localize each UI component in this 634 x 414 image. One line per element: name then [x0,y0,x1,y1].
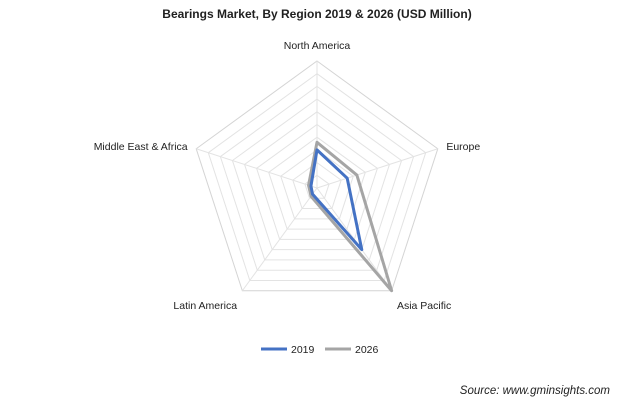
legend-label-2019: 2019 [291,344,315,356]
grid-ring [231,98,403,261]
legend: 2019 2026 [261,344,379,356]
grid-ring [256,123,378,240]
axis-label-asia-pacific: Asia Pacific [397,300,451,312]
series-2026 [307,140,394,293]
chart-title: Bearings Market, By Region 2019 & 2026 (… [162,7,471,21]
grid-ring [268,136,366,230]
grid-spoke [316,148,438,189]
axis-label-north-america: North America [284,40,351,52]
grid-ring [292,161,342,210]
axis-label-middle-east-africa: Middle East & Africa [94,141,188,153]
series-2019 [309,148,364,252]
grid-ring [219,85,415,271]
grid-ring [280,149,354,220]
series-layer [307,140,394,293]
source-note: Source: www.gminsights.com [459,385,610,397]
grid-ring [243,111,391,251]
legend-label-2026: 2026 [355,344,379,356]
grid-ring [195,60,439,292]
grid-ring [207,73,427,281]
grid-spoke [196,148,318,189]
axis-label-latin-america: Latin America [173,300,237,312]
axis-labels: North America Europe Asia Pacific Latin Ame… [94,40,481,312]
axis-label-europe: Europe [446,141,480,153]
grid-spoke [241,187,318,292]
radar-grid [195,60,439,292]
